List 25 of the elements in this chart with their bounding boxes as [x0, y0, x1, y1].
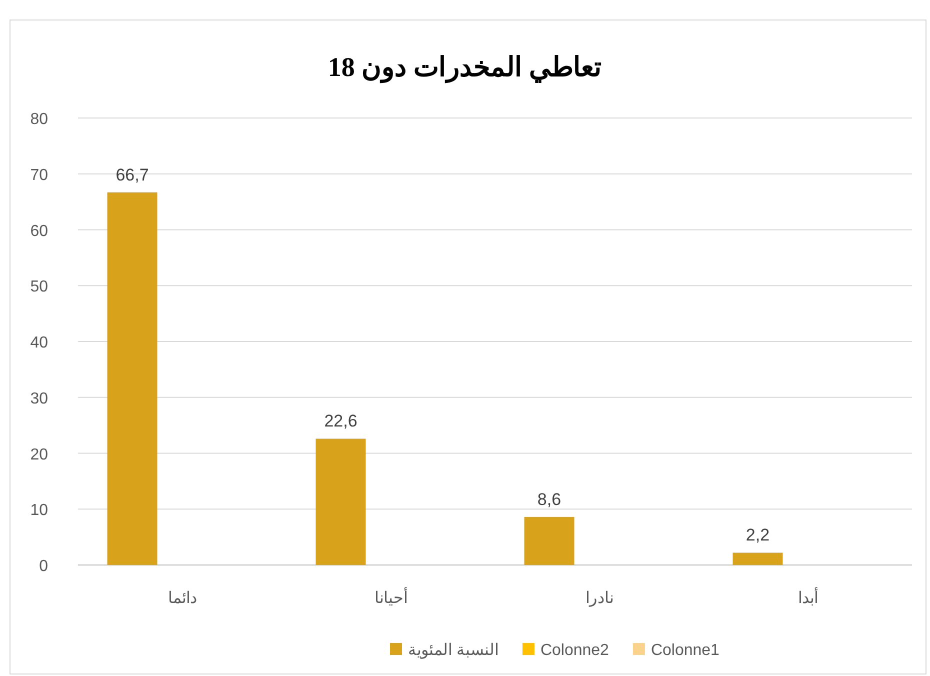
x-tick-label: أبدا — [798, 587, 818, 607]
bar — [107, 192, 158, 565]
legend-label: Colonne2 — [540, 642, 610, 659]
y-tick-label: 80 — [30, 111, 48, 128]
data-label: 8,6 — [537, 490, 562, 509]
data-label: 22,6 — [324, 412, 358, 431]
legend-label: النسبة المئوية — [408, 642, 498, 659]
data-label: 66,7 — [116, 165, 149, 184]
bar — [524, 516, 574, 565]
legend-label: Colonne1 — [650, 642, 720, 659]
bar — [316, 438, 366, 565]
y-tick-label: 40 — [30, 334, 48, 352]
y-tick-label: 10 — [30, 502, 48, 520]
chart-title: تعاطي المخدرات دون 18 — [328, 52, 602, 84]
x-tick-label: أحيانا — [374, 587, 408, 607]
y-tick-label: 20 — [30, 446, 48, 464]
x-tick-label: دائما — [168, 590, 197, 607]
y-tick-label: 60 — [30, 222, 48, 240]
data-label: 2,2 — [746, 526, 770, 545]
y-tick-label: 70 — [30, 166, 48, 184]
y-tick-label: 50 — [30, 278, 48, 296]
y-tick-label: 30 — [30, 390, 48, 408]
y-tick-label: 0 — [39, 558, 48, 575]
bar — [732, 552, 783, 565]
x-tick-label: نادرا — [585, 590, 614, 607]
